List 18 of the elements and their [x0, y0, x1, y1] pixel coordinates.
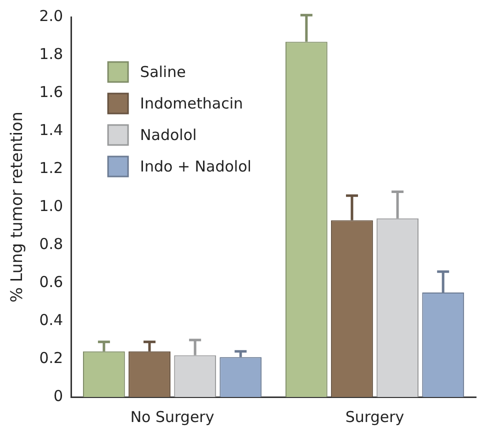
y-tick-label: 2.0	[39, 6, 64, 25]
legend-label: Nadolol	[140, 126, 197, 144]
y-axis-title: % Lung tumor retention	[6, 112, 26, 302]
legend-label: Indomethacin	[140, 94, 244, 112]
y-tick-label: 0.2	[39, 348, 64, 367]
y-tick-label: 0	[54, 386, 64, 405]
y-tick-label: 0.6	[39, 272, 64, 291]
x-tick-label: Surgery	[345, 408, 404, 426]
y-tick-label: 1.2	[39, 158, 64, 177]
y-tick-label: 1.6	[39, 82, 64, 101]
x-tick-label: No Surgery	[130, 408, 214, 426]
y-tick-label: 1.0	[39, 196, 64, 215]
y-tick-label: 1.4	[39, 120, 64, 139]
y-tick-label: 1.8	[39, 44, 64, 63]
legend-label: Indo + Nadolol	[140, 157, 252, 176]
y-tick-label: 0.4	[39, 310, 64, 329]
legend-label: Saline	[140, 62, 186, 81]
y-tick-label: 0.8	[39, 234, 64, 253]
